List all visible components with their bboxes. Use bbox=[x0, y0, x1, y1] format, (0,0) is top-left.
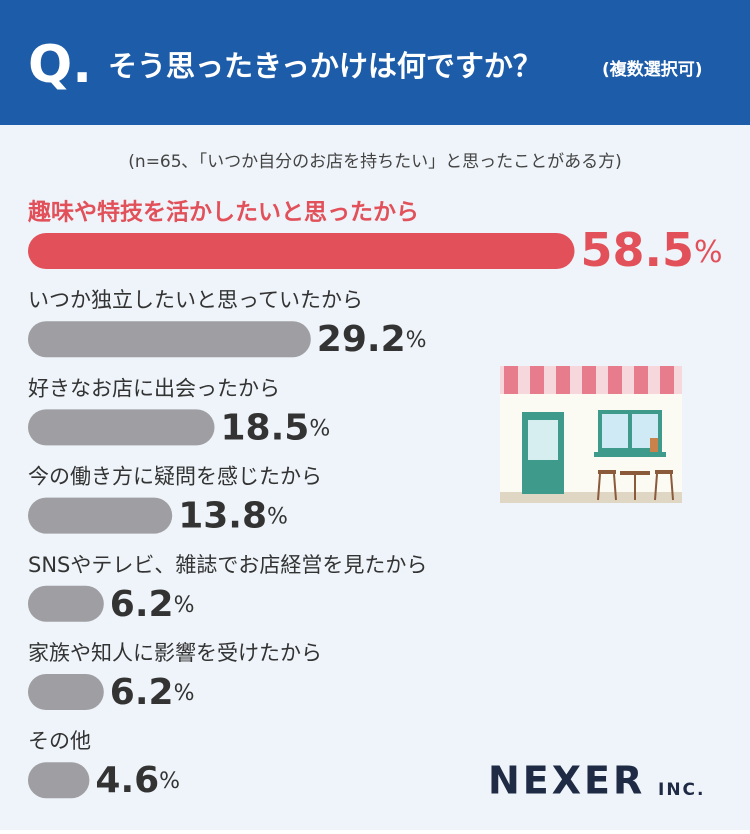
question-title: そう思ったきっかけは何ですか？ bbox=[108, 49, 542, 83]
logo-suffix: INC. bbox=[658, 780, 706, 800]
logo-name: NEXER bbox=[488, 759, 645, 803]
category-label: 家族や知人に影響を受けたから bbox=[28, 641, 322, 665]
value-label: 4.6% bbox=[95, 760, 180, 801]
chart-subtitle: (n=65､「いつか自分のお店を持ちたい」と思ったことがある方) bbox=[128, 152, 621, 172]
category-label: いつか独立したいと思っていたから bbox=[28, 288, 363, 312]
value-label: 29.2% bbox=[317, 319, 427, 360]
value-label: 18.5% bbox=[221, 407, 331, 448]
category-label: 趣味や特技を活かしたいと思ったから bbox=[27, 200, 419, 226]
bar bbox=[28, 762, 90, 799]
bar bbox=[28, 321, 311, 358]
category-label: 好きなお店に出会ったから bbox=[28, 376, 280, 400]
q-mark: Q. bbox=[28, 35, 92, 95]
bar bbox=[28, 585, 104, 622]
value-label: 6.2% bbox=[110, 672, 195, 713]
shop-illustration bbox=[500, 366, 682, 503]
header-band bbox=[0, 0, 750, 125]
category-label: 今の働き方に疑問を感じたから bbox=[28, 465, 322, 489]
value-label: 6.2% bbox=[110, 584, 195, 625]
value-label: 58.5% bbox=[581, 223, 723, 277]
bar bbox=[28, 674, 104, 710]
bar bbox=[28, 233, 575, 269]
category-label: その他 bbox=[28, 729, 91, 753]
question-note: (複数選択可) bbox=[602, 59, 703, 80]
bar bbox=[28, 409, 215, 446]
category-label: SNSやテレビ、雑誌でお店経営を見たから bbox=[28, 553, 427, 577]
value-label: 13.8% bbox=[178, 496, 288, 537]
bar bbox=[28, 497, 173, 534]
